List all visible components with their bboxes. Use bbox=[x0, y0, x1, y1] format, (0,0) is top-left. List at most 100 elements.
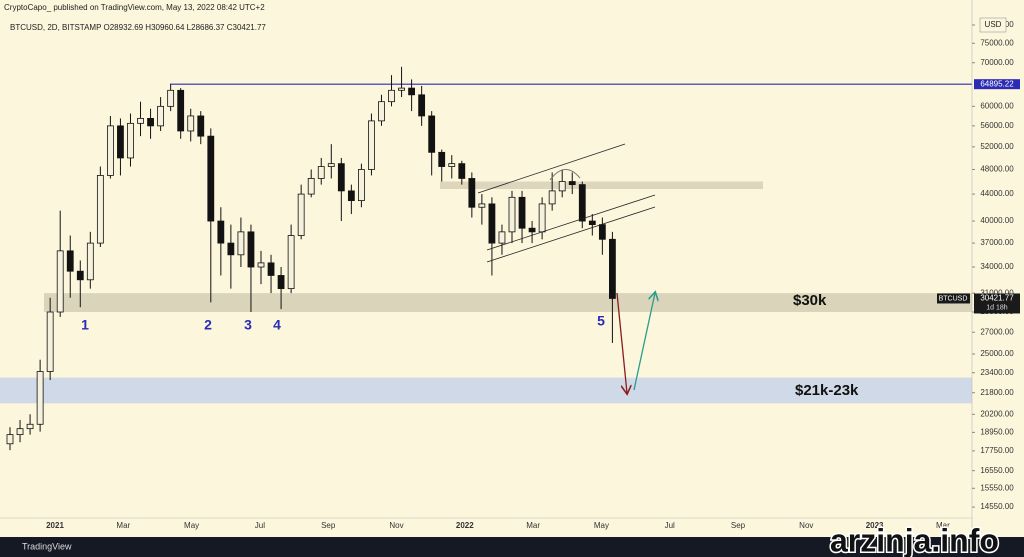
candle-body bbox=[6, 434, 14, 445]
candle-body bbox=[568, 181, 576, 186]
currency-box bbox=[979, 17, 1007, 33]
candle-body bbox=[438, 151, 446, 167]
candle-body bbox=[76, 270, 84, 281]
candle-body bbox=[287, 235, 295, 290]
up-arrow bbox=[633, 293, 655, 391]
symbol-tag bbox=[937, 293, 970, 304]
candle-body bbox=[368, 120, 375, 170]
candle-body bbox=[488, 203, 496, 244]
y-tick-label: 56000.00 bbox=[980, 121, 1014, 130]
symbol-legend: BTCUSD, 2D, BITSTAMP O28932.69 H30960.64… bbox=[10, 23, 266, 32]
candle-body bbox=[127, 122, 134, 159]
candle-body bbox=[66, 250, 74, 272]
last-price-tag bbox=[974, 293, 1020, 314]
y-tick-label: 40000.00 bbox=[980, 216, 1014, 225]
candle-body bbox=[498, 231, 506, 244]
candle-body bbox=[337, 163, 345, 192]
watermark: arzinja.info bbox=[830, 522, 999, 557]
candle-body bbox=[177, 89, 185, 132]
y-tick-label: 21800.00 bbox=[980, 388, 1014, 397]
candle-body bbox=[267, 262, 275, 276]
channel-line bbox=[486, 194, 656, 251]
currency: USD bbox=[985, 20, 1002, 29]
x-tick-label: 2021 bbox=[46, 521, 64, 530]
symbol-tag-label: BTCUSD bbox=[939, 295, 968, 302]
candle-body bbox=[187, 115, 195, 132]
x-tick-label: Mar bbox=[936, 521, 950, 530]
x-tick-label: Sep bbox=[321, 521, 336, 530]
candle-body bbox=[297, 193, 305, 236]
candle-body bbox=[117, 125, 124, 159]
candle-body bbox=[237, 231, 245, 256]
x-tick-label: May bbox=[594, 521, 609, 530]
y-tick-label: 31000.00 bbox=[980, 288, 1014, 297]
candle-body bbox=[408, 87, 416, 96]
x-tick-label: May bbox=[184, 521, 199, 530]
candle-body bbox=[307, 178, 315, 195]
candle-body bbox=[157, 105, 165, 127]
y-tick-label: 27000.00 bbox=[980, 327, 1014, 336]
candle-body bbox=[36, 371, 44, 425]
candle-body bbox=[388, 89, 395, 103]
y-tick-label: 18950.00 bbox=[980, 427, 1014, 436]
candle-body bbox=[107, 125, 114, 176]
candle-body bbox=[46, 311, 54, 372]
wave-label: 2 bbox=[204, 317, 212, 333]
y-tick-label: 23400.00 bbox=[980, 368, 1014, 377]
y-tick-label: 44000.00 bbox=[980, 189, 1014, 198]
candle-body bbox=[548, 190, 556, 205]
candle-body bbox=[16, 428, 24, 436]
x-tick-label: 2022 bbox=[456, 521, 474, 530]
countdown: 1d 18h bbox=[986, 304, 1008, 311]
candle-body bbox=[458, 163, 466, 179]
x-tick-label: 2023 bbox=[866, 521, 884, 530]
down-arrow bbox=[616, 292, 627, 393]
y-tick-label: 70000.00 bbox=[980, 58, 1014, 67]
channel-line bbox=[486, 206, 656, 263]
y-tick-label: 60000.00 bbox=[980, 101, 1014, 110]
y-tick-label: 75000.00 bbox=[980, 38, 1014, 47]
y-tick-label: 52000.00 bbox=[980, 142, 1014, 151]
candle-body bbox=[378, 101, 385, 122]
footer-bar bbox=[0, 537, 1024, 557]
candle-body bbox=[478, 203, 486, 208]
x-tick-label: Mar bbox=[526, 521, 540, 530]
candle-body bbox=[86, 242, 94, 281]
candle-body bbox=[468, 178, 476, 208]
candle-body bbox=[347, 190, 355, 201]
candle-body bbox=[56, 250, 64, 313]
candle-body bbox=[167, 89, 175, 107]
price-zone bbox=[0, 377, 972, 404]
y-tick-label: 37000.00 bbox=[980, 238, 1014, 247]
footer-brand: TradingView bbox=[22, 541, 72, 551]
candle-body bbox=[96, 175, 104, 244]
candle-body bbox=[448, 163, 456, 167]
wave-label: 5 bbox=[597, 313, 605, 329]
candle-body bbox=[609, 238, 616, 299]
candle-body bbox=[317, 166, 325, 179]
price-zone bbox=[440, 181, 763, 189]
candle-body bbox=[147, 117, 154, 127]
top-arc bbox=[549, 169, 581, 181]
candle-body bbox=[197, 115, 205, 137]
candle-body bbox=[508, 196, 516, 233]
level-tag-label: 64895.22 bbox=[980, 79, 1014, 88]
candle-body bbox=[207, 135, 215, 222]
candle-body bbox=[357, 169, 365, 201]
candle-body bbox=[588, 220, 596, 226]
candle-body bbox=[558, 181, 566, 192]
candle-body bbox=[528, 227, 536, 233]
price-zone bbox=[44, 293, 972, 313]
candle-body bbox=[327, 163, 335, 167]
candle-body bbox=[137, 117, 144, 124]
y-tick-label: 25000.00 bbox=[980, 349, 1014, 358]
y-tick-label: 48000.00 bbox=[980, 165, 1014, 174]
candle-body bbox=[418, 94, 426, 117]
candle-body bbox=[257, 262, 265, 268]
x-tick-label: Jul bbox=[665, 521, 675, 530]
zone-label: $30k bbox=[793, 292, 827, 309]
wave-label: 1 bbox=[81, 317, 89, 333]
candle-body bbox=[247, 231, 255, 268]
y-tick-label: 34000.00 bbox=[980, 262, 1014, 271]
candle-body bbox=[538, 203, 546, 233]
